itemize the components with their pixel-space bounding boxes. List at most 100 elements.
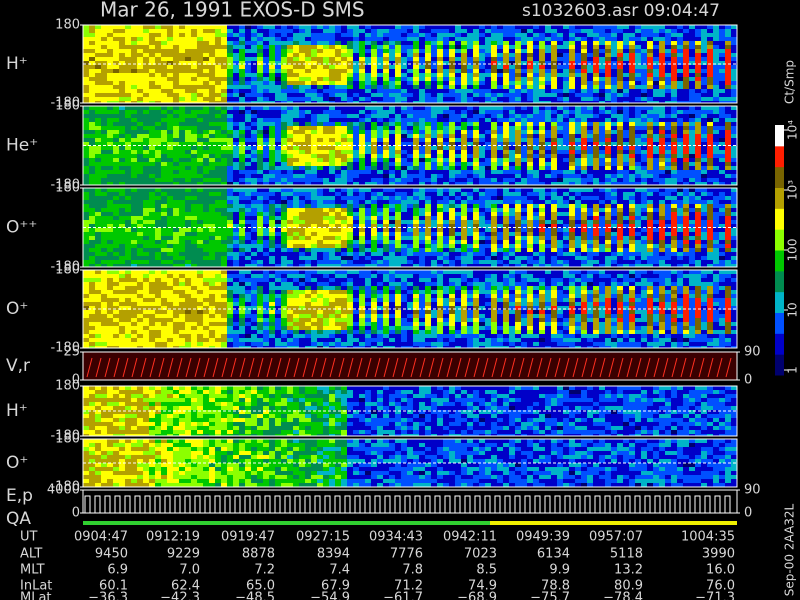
spectrogram-cell [407, 130, 413, 134]
spectrogram-cell [323, 146, 329, 150]
spectrogram-cell [107, 85, 113, 89]
spectrogram-cell [485, 174, 491, 178]
spectrogram-cell [245, 142, 251, 146]
spectrogram-cell [413, 37, 419, 41]
spectrogram-cell [425, 57, 431, 61]
spectrogram-cell [359, 25, 365, 29]
spectrogram-cell [437, 122, 443, 126]
spectrogram-cell [83, 122, 89, 126]
spectrogram-cell [401, 150, 407, 154]
spectrogram-cell [101, 25, 107, 29]
spectrogram-cell [197, 212, 203, 216]
spectrogram-cell [113, 61, 119, 65]
spectrogram-cell [725, 150, 731, 154]
spectrogram-cell [119, 25, 125, 29]
spectrogram-cell [575, 154, 581, 158]
spectrogram-cell [413, 146, 419, 150]
spectrogram-cell [173, 212, 179, 216]
spectrogram-cell [389, 81, 395, 85]
spectrogram-cell [449, 150, 455, 154]
spectrogram-cell [365, 69, 371, 73]
spectrogram-cell [377, 89, 383, 93]
spectrogram-cell [647, 146, 653, 150]
spectrogram-cell [173, 158, 179, 162]
spectrogram-cell [611, 53, 617, 57]
spectrogram-cell [527, 81, 533, 85]
spectrogram-cell [251, 65, 257, 69]
spectrogram-cell [197, 114, 203, 118]
spectrogram-cell [407, 89, 413, 93]
spectrogram-cell [407, 146, 413, 150]
spectrogram-cell [245, 224, 251, 228]
spectrogram-cell [89, 200, 95, 204]
spectrogram-cell [209, 69, 215, 73]
spectrogram-cell [677, 49, 683, 53]
spectrogram-cell [305, 174, 311, 178]
spectrogram-cell [161, 33, 167, 37]
spectrogram-cell [161, 212, 167, 216]
spectrogram-cell [137, 101, 143, 103]
spectrogram-cell [653, 33, 659, 37]
spectrogram-cell [233, 232, 239, 236]
spectrogram-cell [245, 188, 251, 192]
spectrogram-cell [431, 77, 437, 81]
spectrogram-cell [371, 57, 377, 61]
spectrogram-cell [149, 65, 155, 69]
spectrogram-cell [443, 45, 449, 49]
spectrogram-cell [383, 106, 389, 110]
spectrogram-cell [275, 45, 281, 49]
spectrogram-cell [587, 69, 593, 73]
spectrogram-cell [431, 93, 437, 97]
spectrogram-cell [143, 236, 149, 240]
spectrogram-cell [467, 97, 473, 101]
spectrogram-cell [221, 188, 227, 192]
spectrogram-cell [197, 150, 203, 154]
spectrogram-cell [395, 106, 401, 110]
spectrogram-cell [293, 178, 299, 182]
spectrogram-cell [89, 150, 95, 154]
spectrogram-cell [239, 65, 245, 69]
spectrogram-cell [569, 53, 575, 57]
spectrogram-cell [497, 49, 503, 53]
spectrogram-cell [215, 244, 221, 248]
spectrogram-cell [545, 29, 551, 33]
spectrogram-cell [659, 69, 665, 73]
spectrogram-cell [107, 154, 113, 158]
spectrogram-cell [221, 29, 227, 33]
spectrogram-cell [443, 118, 449, 122]
spectrogram-cell [185, 240, 191, 244]
spectrogram-cell [269, 37, 275, 41]
spectrogram-cell [287, 130, 293, 134]
spectrogram-cell [245, 101, 251, 103]
spectrogram-cell [317, 73, 323, 77]
spectrogram-cell [437, 61, 443, 65]
spectrogram-cell [251, 33, 257, 37]
spectrogram-cell [455, 150, 461, 154]
spectrogram-cell [209, 126, 215, 130]
spectrogram-cell [221, 93, 227, 97]
spectrogram-cell [491, 49, 497, 53]
spectrogram-cell [443, 142, 449, 146]
spectrogram-cell [425, 134, 431, 138]
spectrogram-cell [707, 106, 713, 110]
spectrogram-cell [617, 53, 623, 57]
spectrogram-cell [539, 85, 545, 89]
spectrogram-cell [725, 182, 731, 185]
spectrogram-cell [185, 93, 191, 97]
spectrogram-cell [689, 53, 695, 57]
spectrogram-cell [275, 122, 281, 126]
spectrogram-cell [671, 178, 677, 182]
spectrogram-cell [599, 118, 605, 122]
spectrogram-cell [677, 158, 683, 162]
spectrogram-cell [131, 138, 137, 142]
spectrogram-cell [287, 69, 293, 73]
spectrogram-cell [425, 25, 431, 29]
spectrogram-cell [599, 170, 605, 174]
spectrogram-cell [293, 77, 299, 81]
spectrogram-cell [179, 158, 185, 162]
spectrogram-cell [401, 97, 407, 101]
spectrogram-cell [683, 106, 689, 110]
spectrogram-cell [665, 81, 671, 85]
spectrogram-cell [695, 114, 701, 118]
spectrogram-cell [401, 73, 407, 77]
